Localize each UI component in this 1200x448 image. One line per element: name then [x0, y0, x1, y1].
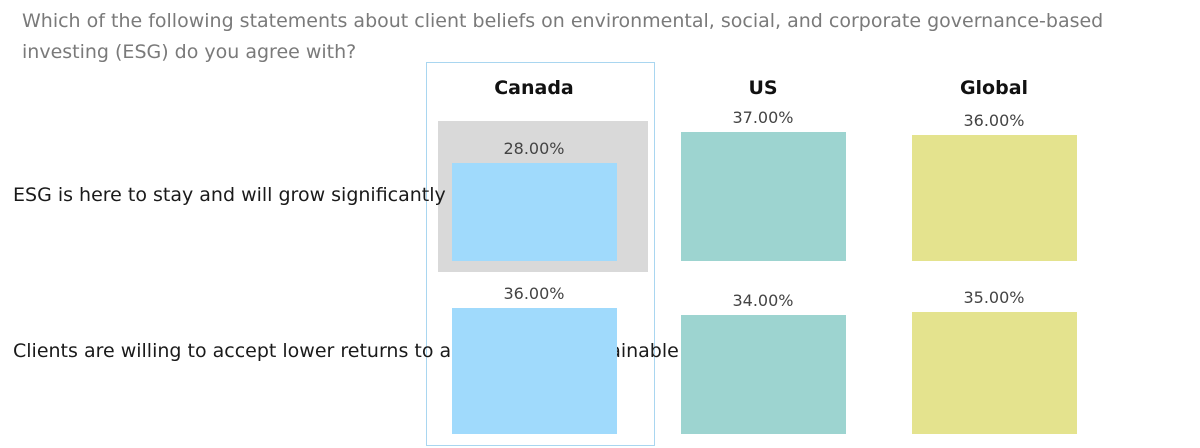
- row-label-esg-grow: ESG is here to stay and will grow signif…: [13, 184, 446, 206]
- column-header-canada: Canada: [494, 77, 574, 99]
- survey-question: Which of the following statements about …: [22, 10, 1104, 63]
- canada-column-highlight: [426, 62, 655, 446]
- value-label-global-esg-grow: 36.00%: [963, 111, 1025, 130]
- value-label-global-lower-returns: 35.00%: [963, 287, 1025, 307]
- bar-us-esg-grow: [680, 131, 846, 261]
- column-header-global: Global: [959, 77, 1029, 99]
- value-label-us-lower-returns: 34.00%: [732, 291, 794, 310]
- value-label-canada-lower-returns: 36.00%: [503, 284, 565, 303]
- row-label-lower-returns: Clients are willing to accept lower retu…: [13, 340, 829, 362]
- bar-us-lower-returns: [680, 315, 846, 434]
- bar-global-esg-grow: [911, 135, 1077, 261]
- bar-global-lower-returns: [911, 311, 1077, 434]
- value-label-canada-esg-grow: 28.00%: [503, 139, 565, 158]
- bar-canada-lower-returns: [451, 308, 617, 434]
- column-header-us: US: [748, 77, 778, 99]
- bar-canada-esg-grow: [451, 163, 617, 261]
- value-label-us-esg-grow: 37.00%: [732, 107, 794, 127]
